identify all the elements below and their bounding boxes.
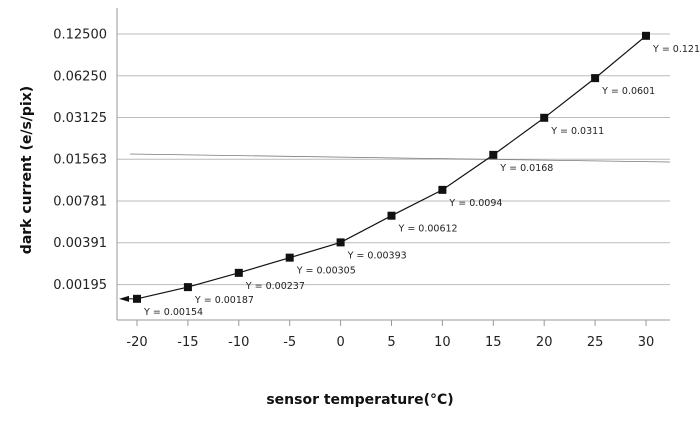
- data-label: Y = 0.0601: [601, 86, 655, 97]
- data-label: Y = 0.00237: [245, 281, 305, 292]
- x-tick-label: 20: [536, 335, 553, 350]
- data-point-marker: [642, 31, 650, 40]
- x-tick-label: 25: [587, 335, 604, 350]
- data-label: Y = 0.00154: [143, 307, 203, 318]
- reference-line: [129, 153, 671, 163]
- y-axis-title: dark current (e/s/pix): [19, 86, 35, 254]
- x-tick-label: -5: [283, 335, 296, 350]
- data-point-marker: [133, 294, 141, 303]
- x-tick-label: -20: [126, 335, 147, 350]
- x-tick-label: 15: [485, 335, 502, 350]
- data-label: Y = 0.1213: [652, 44, 700, 55]
- data-label: Y = 0.00612: [398, 224, 458, 235]
- data-label: Y = 0.0094: [448, 198, 502, 209]
- x-tick-label: 30: [638, 335, 655, 350]
- y-tick-label: 0.12500: [53, 28, 107, 43]
- arrow-marker: [119, 295, 129, 302]
- grid-lines: [117, 33, 671, 286]
- axes: [116, 8, 670, 326]
- data-label: Y = 0.00393: [347, 250, 407, 261]
- x-tick-label: 10: [434, 335, 451, 350]
- y-tick-label: 0.03125: [53, 111, 107, 126]
- data-point-marker: [234, 268, 243, 277]
- x-axis-title: sensor temperature(°C): [266, 392, 453, 408]
- x-tick-label: 0: [336, 335, 344, 350]
- data-point-marker: [438, 185, 447, 194]
- data-label: Y = 0.0311: [550, 126, 604, 137]
- data-point-marker: [489, 150, 498, 159]
- data-point-marker: [591, 74, 600, 83]
- data-label: Y = 0.00305: [296, 266, 356, 277]
- x-tick-labels: -20 -15 -10 -5 0 5 10 15 20 25 30: [126, 335, 654, 350]
- x-tick-label: -10: [228, 335, 249, 350]
- x-tick-label: -15: [177, 335, 198, 350]
- y-tick-label: 0.00781: [53, 195, 107, 210]
- y-tick-label: 0.00195: [53, 278, 107, 293]
- y-tick-label: 0.00391: [53, 236, 107, 251]
- y-tick-label: 0.01563: [53, 153, 107, 168]
- y-tick-labels: 0.12500 0.06250 0.03125 0.01563 0.00781 0.003…: [53, 28, 107, 294]
- y-tick-label: 0.06250: [53, 69, 107, 84]
- data-point-marker: [285, 253, 294, 262]
- data-point-marker: [183, 283, 192, 292]
- data-label: Y = 0.0168: [499, 163, 553, 174]
- x-tick-label: 5: [387, 335, 395, 350]
- data-label: Y = 0.00187: [194, 295, 254, 306]
- data-point-marker: [336, 238, 345, 247]
- data-point-marker: [540, 113, 549, 122]
- data-point-marker: [387, 211, 396, 220]
